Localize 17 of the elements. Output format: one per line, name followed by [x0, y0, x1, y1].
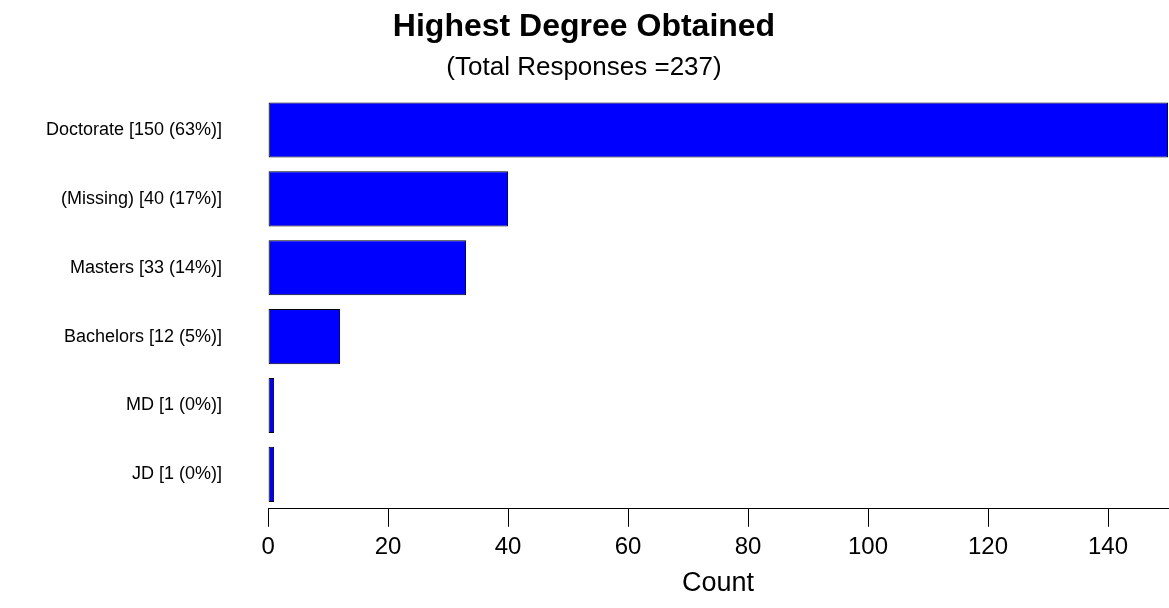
- x-tick-label: 60: [614, 531, 642, 559]
- x-tick-label: 80: [734, 531, 762, 559]
- y-tick-label: JD [1 (0%)]: [132, 463, 223, 484]
- chart-subtitle: (Total Responses =237): [446, 51, 722, 82]
- x-tick-label: 20: [374, 531, 402, 559]
- x-tick-label: 100: [848, 531, 889, 559]
- y-tick-label: Masters [33 (14%)]: [70, 256, 223, 277]
- chart-title: Highest Degree Obtained: [392, 7, 776, 44]
- x-tick-label: 0: [261, 531, 275, 559]
- y-tick-label: MD [1 (0%)]: [126, 394, 223, 415]
- x-tick-label: 120: [967, 531, 1009, 559]
- x-axis-title: Count: [682, 567, 755, 598]
- x-tick-label: 140: [1087, 531, 1129, 559]
- x-tick-label: 40: [494, 531, 522, 559]
- y-tick-label: Doctorate [150 (63%)]: [46, 119, 223, 139]
- y-tick-label: (Missing) [40 (17%)]: [61, 187, 223, 208]
- y-tick-label: Bachelors [12 (5%)]: [64, 325, 223, 346]
